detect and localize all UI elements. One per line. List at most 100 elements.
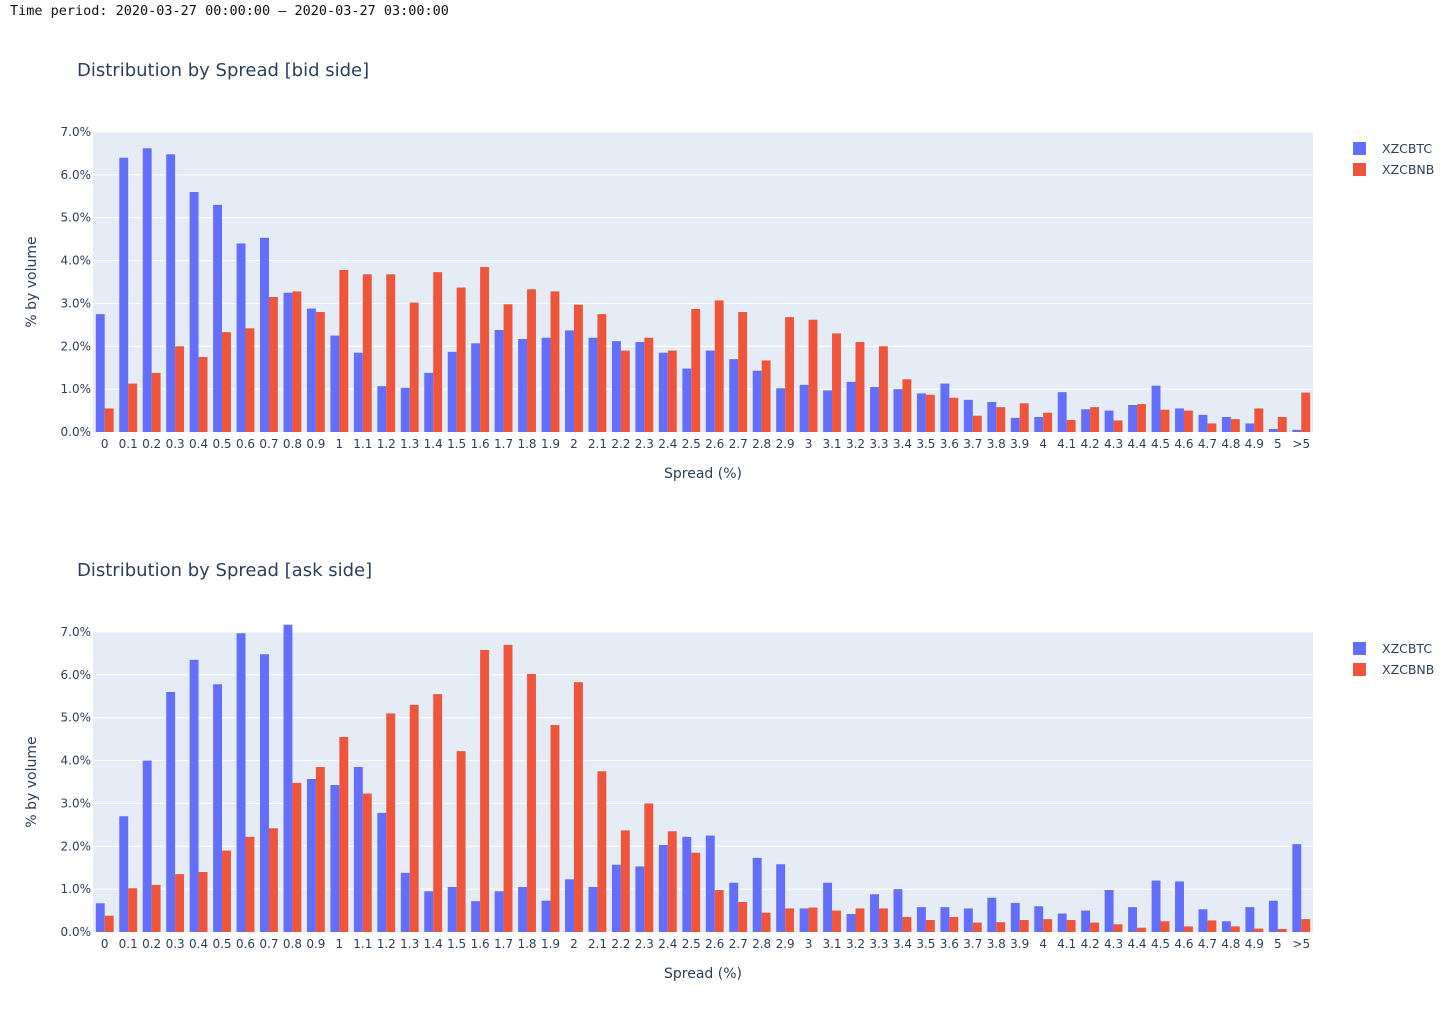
bar	[541, 337, 551, 432]
bar	[175, 874, 185, 932]
x-tick-label: 0.4	[189, 437, 208, 451]
bar	[245, 836, 255, 932]
x-tick-label: 2.6	[705, 437, 724, 451]
bar	[1090, 407, 1100, 432]
bar	[1221, 417, 1231, 432]
x-tick-label: 2.7	[729, 937, 748, 951]
x-tick-label: 4.5	[1151, 937, 1170, 951]
bar	[1183, 410, 1193, 432]
x-tick-label: 3.2	[846, 437, 865, 451]
x-tick-label: 1.2	[377, 937, 396, 951]
bar	[691, 852, 701, 932]
bar	[949, 397, 959, 432]
bar	[1292, 844, 1302, 932]
legend-swatch[interactable]	[1353, 163, 1366, 176]
x-tick-label: 0.9	[306, 437, 325, 451]
bar	[480, 650, 490, 932]
bar	[1019, 403, 1029, 432]
bar	[752, 370, 762, 432]
x-tick-label: 0.3	[166, 937, 185, 951]
x-tick-label: 1	[336, 937, 344, 951]
bar	[667, 350, 677, 432]
legend-swatch[interactable]	[1353, 142, 1366, 155]
bar	[433, 272, 443, 432]
x-tick-label: 4	[1039, 437, 1047, 451]
y-tick-label: 0.0%	[61, 425, 92, 439]
bar	[550, 725, 560, 932]
bar	[855, 908, 865, 932]
x-tick-label: 1.5	[447, 937, 466, 951]
bar	[471, 901, 481, 932]
bar	[893, 389, 903, 432]
bar	[330, 335, 340, 432]
bar	[260, 237, 269, 432]
legend-label[interactable]: XZCBNB	[1382, 162, 1434, 177]
x-tick-label: 1	[336, 437, 344, 451]
x-tick-label: 4.1	[1057, 937, 1076, 951]
x-tick-label: 4.7	[1198, 937, 1217, 951]
x-tick-label: 2.5	[682, 437, 701, 451]
x-tick-label: 4.9	[1245, 437, 1264, 451]
bar	[550, 291, 560, 432]
bar	[893, 889, 903, 932]
bar	[1034, 417, 1044, 432]
bar	[292, 782, 302, 932]
x-tick-label: 3.9	[1010, 437, 1029, 451]
bar	[1183, 926, 1193, 932]
legend-swatch[interactable]	[1353, 663, 1366, 676]
x-tick-label: 0	[101, 437, 109, 451]
y-tick-label: 7.0%	[61, 625, 92, 639]
bar	[808, 907, 818, 932]
bar	[330, 785, 340, 932]
bar	[1160, 409, 1170, 432]
bar	[972, 922, 982, 932]
bar	[104, 408, 114, 432]
x-tick-label: 1.3	[400, 937, 419, 951]
bar	[400, 872, 410, 932]
bar	[996, 922, 1006, 932]
ask-side-chart: Distribution by Spread [ask side] 0.0% 1.0…	[24, 560, 1434, 982]
legend-label[interactable]: XZCBNB	[1382, 662, 1434, 677]
bar	[166, 154, 176, 433]
bar	[1268, 900, 1278, 932]
y-tick-label: 2.0%	[61, 339, 92, 353]
x-tick-label: 3.8	[987, 437, 1006, 451]
bid-side-chart: Distribution by Spread [bid side] 0.0% 1.0…	[24, 60, 1434, 482]
y-tick-label: 2.0%	[61, 839, 92, 853]
legend: XZCBTC XZCBNB	[1353, 141, 1434, 177]
y-tick-label: 4.0%	[61, 254, 92, 268]
x-axis-label: Spread (%)	[664, 466, 742, 482]
bar	[198, 357, 208, 432]
bar	[902, 379, 912, 432]
bar	[658, 352, 668, 432]
x-tick-label: 2.9	[776, 437, 795, 451]
bar	[776, 864, 786, 932]
bar	[1254, 408, 1264, 432]
bar	[1245, 423, 1255, 432]
bar	[424, 372, 434, 432]
bar	[761, 912, 771, 932]
bar	[1034, 906, 1044, 932]
bar	[799, 384, 809, 432]
x-tick-label: 3.4	[893, 937, 912, 951]
x-tick-label: 1.7	[494, 937, 513, 951]
bar	[1010, 417, 1020, 432]
bar	[151, 884, 161, 932]
bar	[870, 387, 879, 432]
x-tick-label: 3.7	[963, 937, 982, 951]
bar	[95, 314, 105, 432]
x-tick-label: >5	[1292, 937, 1310, 951]
bar	[189, 659, 199, 932]
x-tick-label: 1.2	[377, 437, 396, 451]
legend-label[interactable]: XZCBTC	[1382, 641, 1432, 656]
legend-swatch[interactable]	[1353, 642, 1366, 655]
legend-label[interactable]: XZCBTC	[1382, 141, 1432, 156]
bar	[222, 850, 231, 932]
x-tick-label: 0.2	[142, 937, 161, 951]
bar	[823, 390, 833, 432]
x-tick-label: 4	[1039, 937, 1047, 951]
bar	[268, 828, 278, 932]
bar	[916, 907, 926, 932]
x-tick-label: 3.1	[822, 437, 841, 451]
x-tick-label: 5	[1274, 937, 1282, 951]
